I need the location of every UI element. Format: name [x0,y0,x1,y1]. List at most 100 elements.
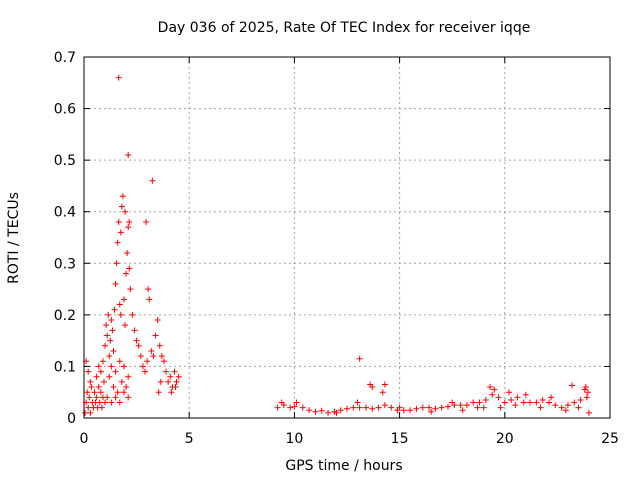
data-point [470,399,477,406]
data-point [533,399,540,406]
data-point [175,373,182,380]
data-point [318,407,325,414]
data-point [487,384,494,391]
data-point [142,368,149,375]
data-point [117,229,124,236]
data-point [400,407,407,414]
data-point [104,332,111,339]
data-point [87,378,94,385]
data-point [512,402,519,409]
data-point [100,378,107,385]
data-point [522,391,529,398]
data-point [432,405,439,412]
data-point [457,402,464,409]
data-point [306,407,313,414]
y-axis-label: ROTI / TECUs [6,192,22,284]
data-point [139,363,146,370]
y-tick-label: 0.1 [54,359,76,375]
data-point [105,311,112,318]
data-point [112,368,119,375]
data-point [108,363,115,370]
data-point [120,389,127,396]
data-point [520,399,527,406]
data-point [109,327,116,334]
data-point [118,203,125,210]
data-point [154,317,161,324]
data-point [111,306,118,313]
data-point [104,394,111,401]
data-point [325,409,332,416]
data-point [93,373,100,380]
data-point [369,405,376,412]
data-point [84,389,91,396]
data-point [506,389,513,396]
data-point [158,353,165,360]
data-point [407,407,414,414]
data-point [125,394,132,401]
data-point [98,404,105,411]
data-point [413,405,420,412]
data-point [85,368,92,375]
data-point [293,399,300,406]
data-point [527,399,534,406]
y-tick-label: 0 [67,411,76,427]
data-point [495,394,502,401]
plot-frame [83,56,611,419]
data-point [497,404,504,411]
data-point [87,409,94,416]
data-point [287,404,294,411]
data-point [337,407,344,414]
data-point [133,337,140,344]
data-point [168,389,175,396]
y-tick-label: 0.6 [54,102,76,118]
data-point [114,389,121,396]
data-point [93,394,100,401]
data-point [581,386,588,393]
data-point [102,399,109,406]
data-point [99,358,106,365]
data-point [381,402,388,409]
data-point [119,193,126,200]
data-point [122,322,129,329]
data-point [129,311,136,318]
data-point [125,151,132,158]
data-point [112,280,119,287]
y-tick-label: 0.5 [54,153,76,169]
data-point [145,286,152,293]
data-point [562,407,569,414]
data-points [82,74,592,416]
data-point [148,347,155,354]
data-point [106,353,113,360]
data-point [117,311,124,318]
data-point [102,342,109,349]
data-point [120,363,127,370]
x-tick-label: 15 [391,431,409,447]
chart-title: Day 036 of 2025, Rate Of TEC Index for r… [158,20,531,36]
data-point [356,404,363,411]
y-tick-label: 0.7 [54,50,76,66]
data-point [514,394,521,401]
data-point [274,404,281,411]
data-point [548,394,555,401]
data-point [120,296,127,303]
data-point [135,342,142,349]
data-point [583,394,590,401]
data-point [85,404,92,411]
data-point [575,404,582,411]
data-point [508,396,515,403]
data-point [369,384,376,391]
data-point [539,396,546,403]
data-point [97,389,104,396]
x-axis-label: GPS time / hours [285,458,402,474]
x-tick-label: 20 [496,431,514,447]
x-tick-label: 5 [185,431,194,447]
data-point [125,373,132,380]
data-point [124,249,131,256]
data-point [160,358,167,365]
data-point [552,402,559,409]
data-point [146,296,153,303]
data-point [312,408,319,415]
data-point [444,403,451,410]
data-point [571,399,578,406]
